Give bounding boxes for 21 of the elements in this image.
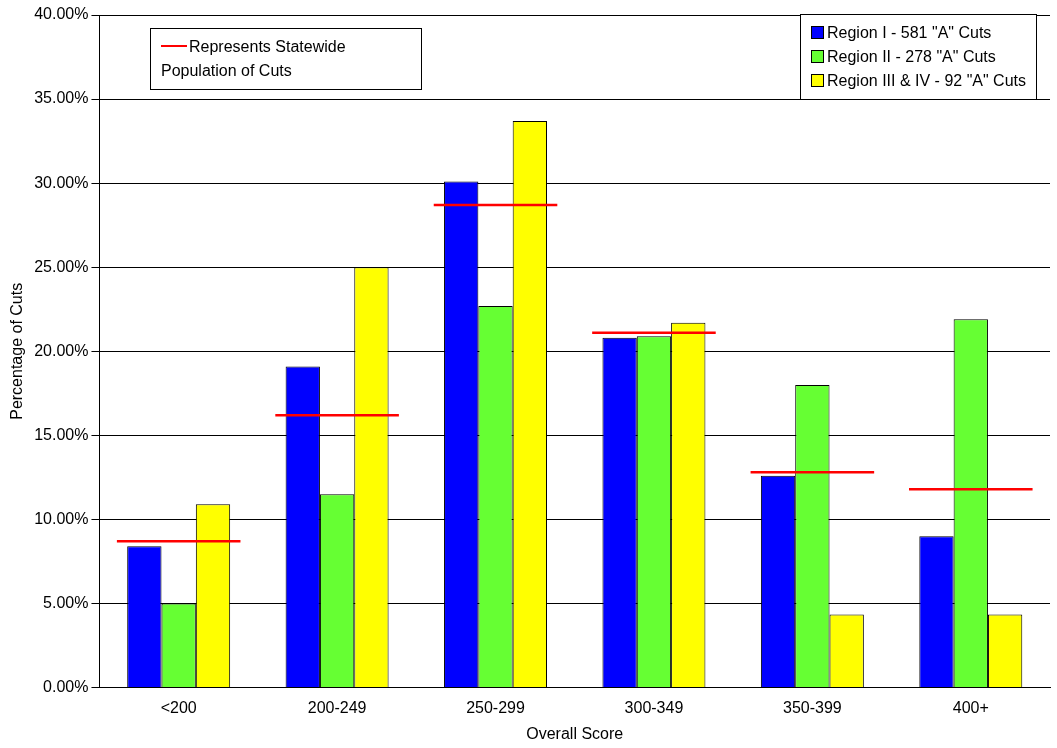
y-tick-label: 35.00%: [34, 89, 89, 107]
y-tick-label: 40.00%: [34, 5, 89, 23]
x-tick-label: 200-249: [307, 698, 367, 716]
legend-label: Region I - 581 "A" Cuts: [827, 24, 992, 41]
y-axis-title: Percentage of Cuts: [8, 282, 26, 420]
y-tick-label: 0.00%: [43, 678, 89, 696]
y-tick-label: 30.00%: [34, 173, 89, 191]
legend-label: Region II - 278 "A" Cuts: [827, 48, 996, 65]
legend-label: Region III & IV - 92 "A" Cuts: [827, 72, 1026, 89]
y-tick-label: 10.00%: [34, 509, 89, 527]
x-tick-label: 300-349: [624, 698, 684, 716]
x-tick-label: 250-299: [466, 698, 525, 716]
legend-label: Represents Statewide Population of Cuts: [161, 38, 346, 79]
x-tick-label: <200: [160, 698, 197, 716]
y-tick-label: 5.00%: [43, 593, 89, 611]
y-tick-label: 15.00%: [34, 425, 89, 443]
x-tick-label: 400+: [952, 698, 989, 716]
x-tick-label: 350-399: [783, 698, 842, 716]
x-axis-title: Overall Score: [526, 724, 624, 742]
y-tick-label: 20.00%: [34, 341, 89, 359]
y-tick-label: 25.00%: [34, 257, 89, 275]
